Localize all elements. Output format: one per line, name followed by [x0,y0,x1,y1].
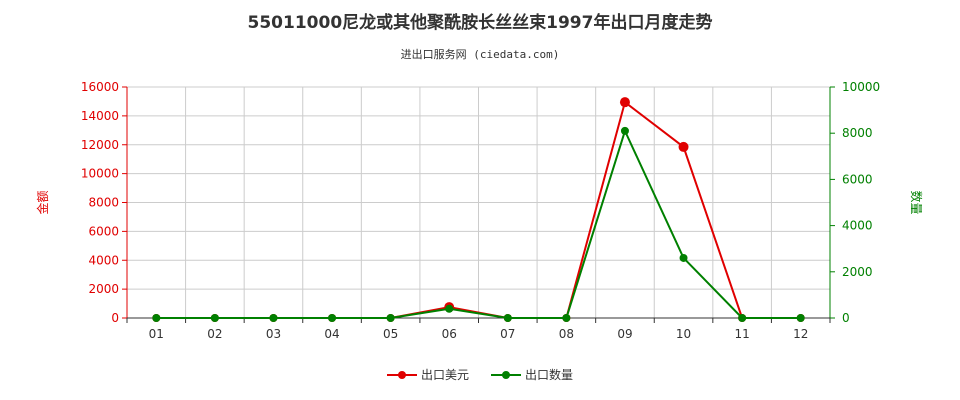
left-axis-title: 金额 [35,190,50,214]
right-tick-label: 10000 [842,80,880,94]
data-point-export-quantity [679,253,688,262]
line-chart: 0200040006000800010000120001400016000020… [35,80,924,341]
legend-label-export-usd: 出口美元 [420,368,469,382]
data-point-export-quantity [269,314,278,322]
chart-title: 55011000尼龙或其他聚酰胺长丝丝束1997年出口月度走势 [247,13,713,33]
left-tick-label: 4000 [88,253,119,267]
left-tick-label: 6000 [88,224,119,238]
data-point-export-quantity [738,314,747,322]
x-tick-label: 12 [793,327,808,341]
right-tick-label: 8000 [842,126,873,140]
data-point-export-quantity [386,314,395,322]
data-point-export-quantity [445,304,454,313]
left-tick-label: 0 [111,311,119,325]
right-tick-label: 2000 [842,265,873,279]
legend-label-export-quantity: 出口数量 [525,368,574,382]
x-tick-label: 04 [324,327,339,341]
right-tick-label: 6000 [842,172,873,186]
x-tick-label: 11 [734,327,749,341]
x-tick-label: 03 [266,327,281,341]
left-tick-label: 2000 [88,282,119,296]
left-tick-label: 8000 [88,196,119,210]
x-tick-label: 09 [617,327,632,341]
data-point-export-quantity [210,314,219,322]
left-tick-label: 12000 [81,138,119,152]
x-tick-label: 02 [207,327,222,341]
x-tick-label: 01 [149,327,164,341]
legend: 出口美元 出口数量 [0,366,960,383]
series-line-export-quantity [156,128,801,319]
left-tick-label: 10000 [81,167,119,181]
legend-item-export-usd[interactable]: 出口美元 [386,366,469,383]
data-point-export-quantity [328,314,337,322]
data-point-export-quantity [620,126,629,135]
x-tick-label: 05 [383,327,398,341]
data-point-export-quantity [562,314,571,322]
chart-subtitle: 进出口服务网 (ciedata.com) [400,48,560,61]
legend-swatch-export-quantity [491,369,521,381]
x-tick-label: 06 [442,327,457,341]
right-axis-title: 数量 [909,190,924,214]
legend-swatch-export-usd [386,369,417,381]
data-point-export-usd [678,141,689,152]
right-tick-label: 4000 [842,219,873,233]
data-point-export-usd [619,97,630,108]
legend-item-export-quantity[interactable]: 出口数量 [491,366,573,383]
right-tick-label: 0 [842,311,850,325]
data-point-export-quantity [503,314,512,322]
x-tick-label: 07 [500,327,515,341]
data-point-export-quantity [152,314,161,322]
left-tick-label: 14000 [81,109,119,123]
x-tick-label: 10 [676,327,691,341]
data-point-export-quantity [796,314,805,322]
x-tick-label: 08 [559,327,574,341]
left-tick-label: 16000 [81,80,119,94]
